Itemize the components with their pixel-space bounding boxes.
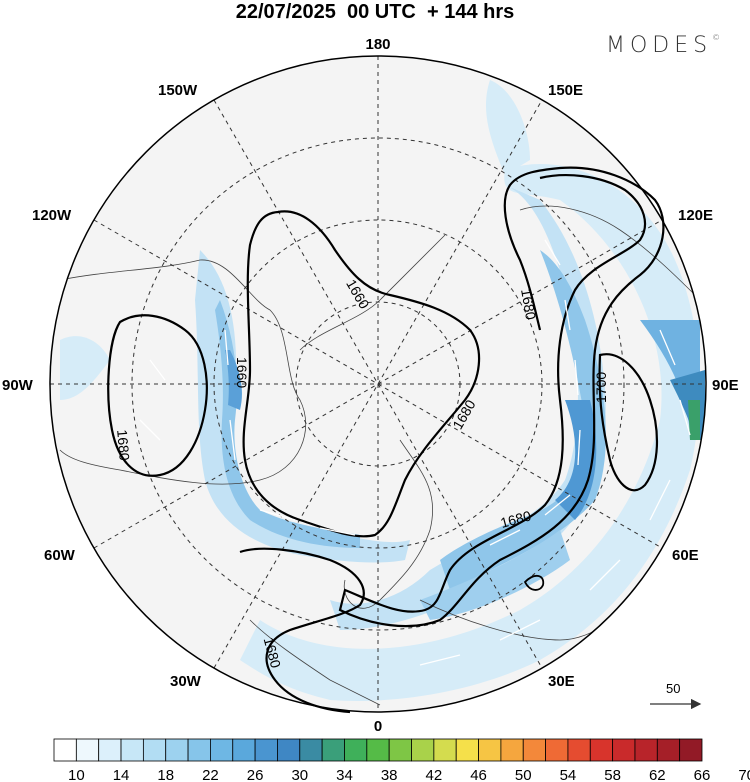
colorbar-swatch — [53, 738, 77, 762]
colorbar-swatch — [388, 738, 412, 762]
colorbar — [53, 738, 703, 762]
colorbar-swatch — [98, 738, 122, 762]
colorbar-swatch — [679, 738, 703, 762]
map-boundary — [49, 55, 707, 713]
colorbar-tick-label: 50 — [515, 767, 532, 782]
vector-reference-value: 50 — [666, 681, 680, 696]
contour-label-1680-america: 1680 — [114, 429, 133, 462]
contour-label-1660-west: 1660 — [234, 357, 250, 388]
colorbar-swatch — [455, 738, 479, 762]
lon-label-120e: 120E — [678, 207, 713, 224]
colorbar-swatch — [321, 738, 345, 762]
colorbar-swatch — [589, 738, 614, 762]
colorbar-tick-label: 30 — [291, 767, 308, 782]
colorbar-swatch — [165, 738, 189, 762]
lon-label-120w: 120W — [32, 207, 72, 224]
lon-label-60w: 60W — [44, 547, 76, 564]
colorbar-tick-label: 14 — [113, 767, 130, 782]
longitude-labels: 180 150E 120E 90E 60E 30E 0 30W 60W 90W … — [2, 36, 739, 735]
lon-label-0: 0 — [374, 718, 382, 735]
colorbar-swatch — [411, 738, 435, 762]
colorbar-tick-label: 54 — [560, 767, 577, 782]
colorbar-tick-label: 46 — [470, 767, 487, 782]
colorbar-swatch — [656, 738, 681, 762]
colorbar-swatch — [187, 738, 211, 762]
map-title: 22/07/2025 00 UTC + 144 hrs — [235, 1, 515, 23]
wind-speed-shading — [60, 80, 705, 701]
colorbar-swatch — [567, 738, 591, 762]
lon-label-60e: 60E — [672, 547, 699, 564]
colorbar-swatch — [634, 738, 658, 762]
colorbar-tick-label: 22 — [202, 767, 219, 782]
colorbar-swatch — [254, 738, 278, 762]
lon-label-30w: 30W — [170, 673, 202, 690]
lon-label-90w: 90W — [2, 377, 34, 394]
colorbar-swatch — [478, 738, 502, 762]
colorbar-tick-label: 62 — [649, 767, 666, 782]
colorbar-swatch — [75, 738, 100, 762]
colorbar-tick-label: 10 — [68, 767, 85, 782]
colorbar-swatch — [366, 738, 390, 762]
colorbar-tick-label: 42 — [426, 767, 443, 782]
colorbar-tick-label: 18 — [157, 767, 174, 782]
contour-label-1680-east: 1680 — [518, 288, 539, 322]
contour-label-1680-atlantic: 1680 — [261, 635, 285, 669]
contour-label-1680-asia: 1680 — [499, 507, 533, 531]
colorbar-swatch — [612, 738, 636, 762]
graticule — [50, 56, 706, 712]
colorbar-tick-label: 66 — [694, 767, 711, 782]
wind-vectors — [139, 239, 691, 666]
colorbar-tick-label: 58 — [604, 767, 621, 782]
lon-label-150e: 150E — [548, 82, 583, 99]
colorbar-tick-label: 34 — [336, 767, 353, 782]
lon-label-180: 180 — [365, 36, 390, 53]
colorbar-labels: 10 14 18 22 26 30 34 38 42 46 50 54 58 62 66 70 — [68, 767, 750, 782]
colorbar-tick-label: 70 — [738, 767, 750, 782]
colorbar-swatch — [545, 738, 569, 762]
colorbar-swatch — [344, 738, 368, 762]
lon-label-150w: 150W — [158, 82, 198, 99]
contour-label-1700: 1700 — [593, 372, 609, 403]
colorbar-tick-label: 38 — [381, 767, 398, 782]
colorbar-swatch — [500, 738, 524, 762]
colorbar-swatch — [522, 738, 546, 762]
colorbar-swatch — [142, 738, 167, 762]
colorbar-swatch — [232, 738, 256, 762]
colorbar-swatch — [277, 738, 301, 762]
colorbar-swatch — [120, 738, 144, 762]
colorbar-swatch — [210, 738, 234, 762]
brand-logo: MODES© — [606, 33, 721, 58]
height-contours — [107, 166, 665, 714]
colorbar-swatch — [299, 738, 323, 762]
lon-label-90e: 90E — [712, 377, 739, 394]
colorbar-swatch — [433, 738, 457, 762]
lon-label-30e: 30E — [548, 673, 575, 690]
colorbar-tick-label: 26 — [247, 767, 264, 782]
